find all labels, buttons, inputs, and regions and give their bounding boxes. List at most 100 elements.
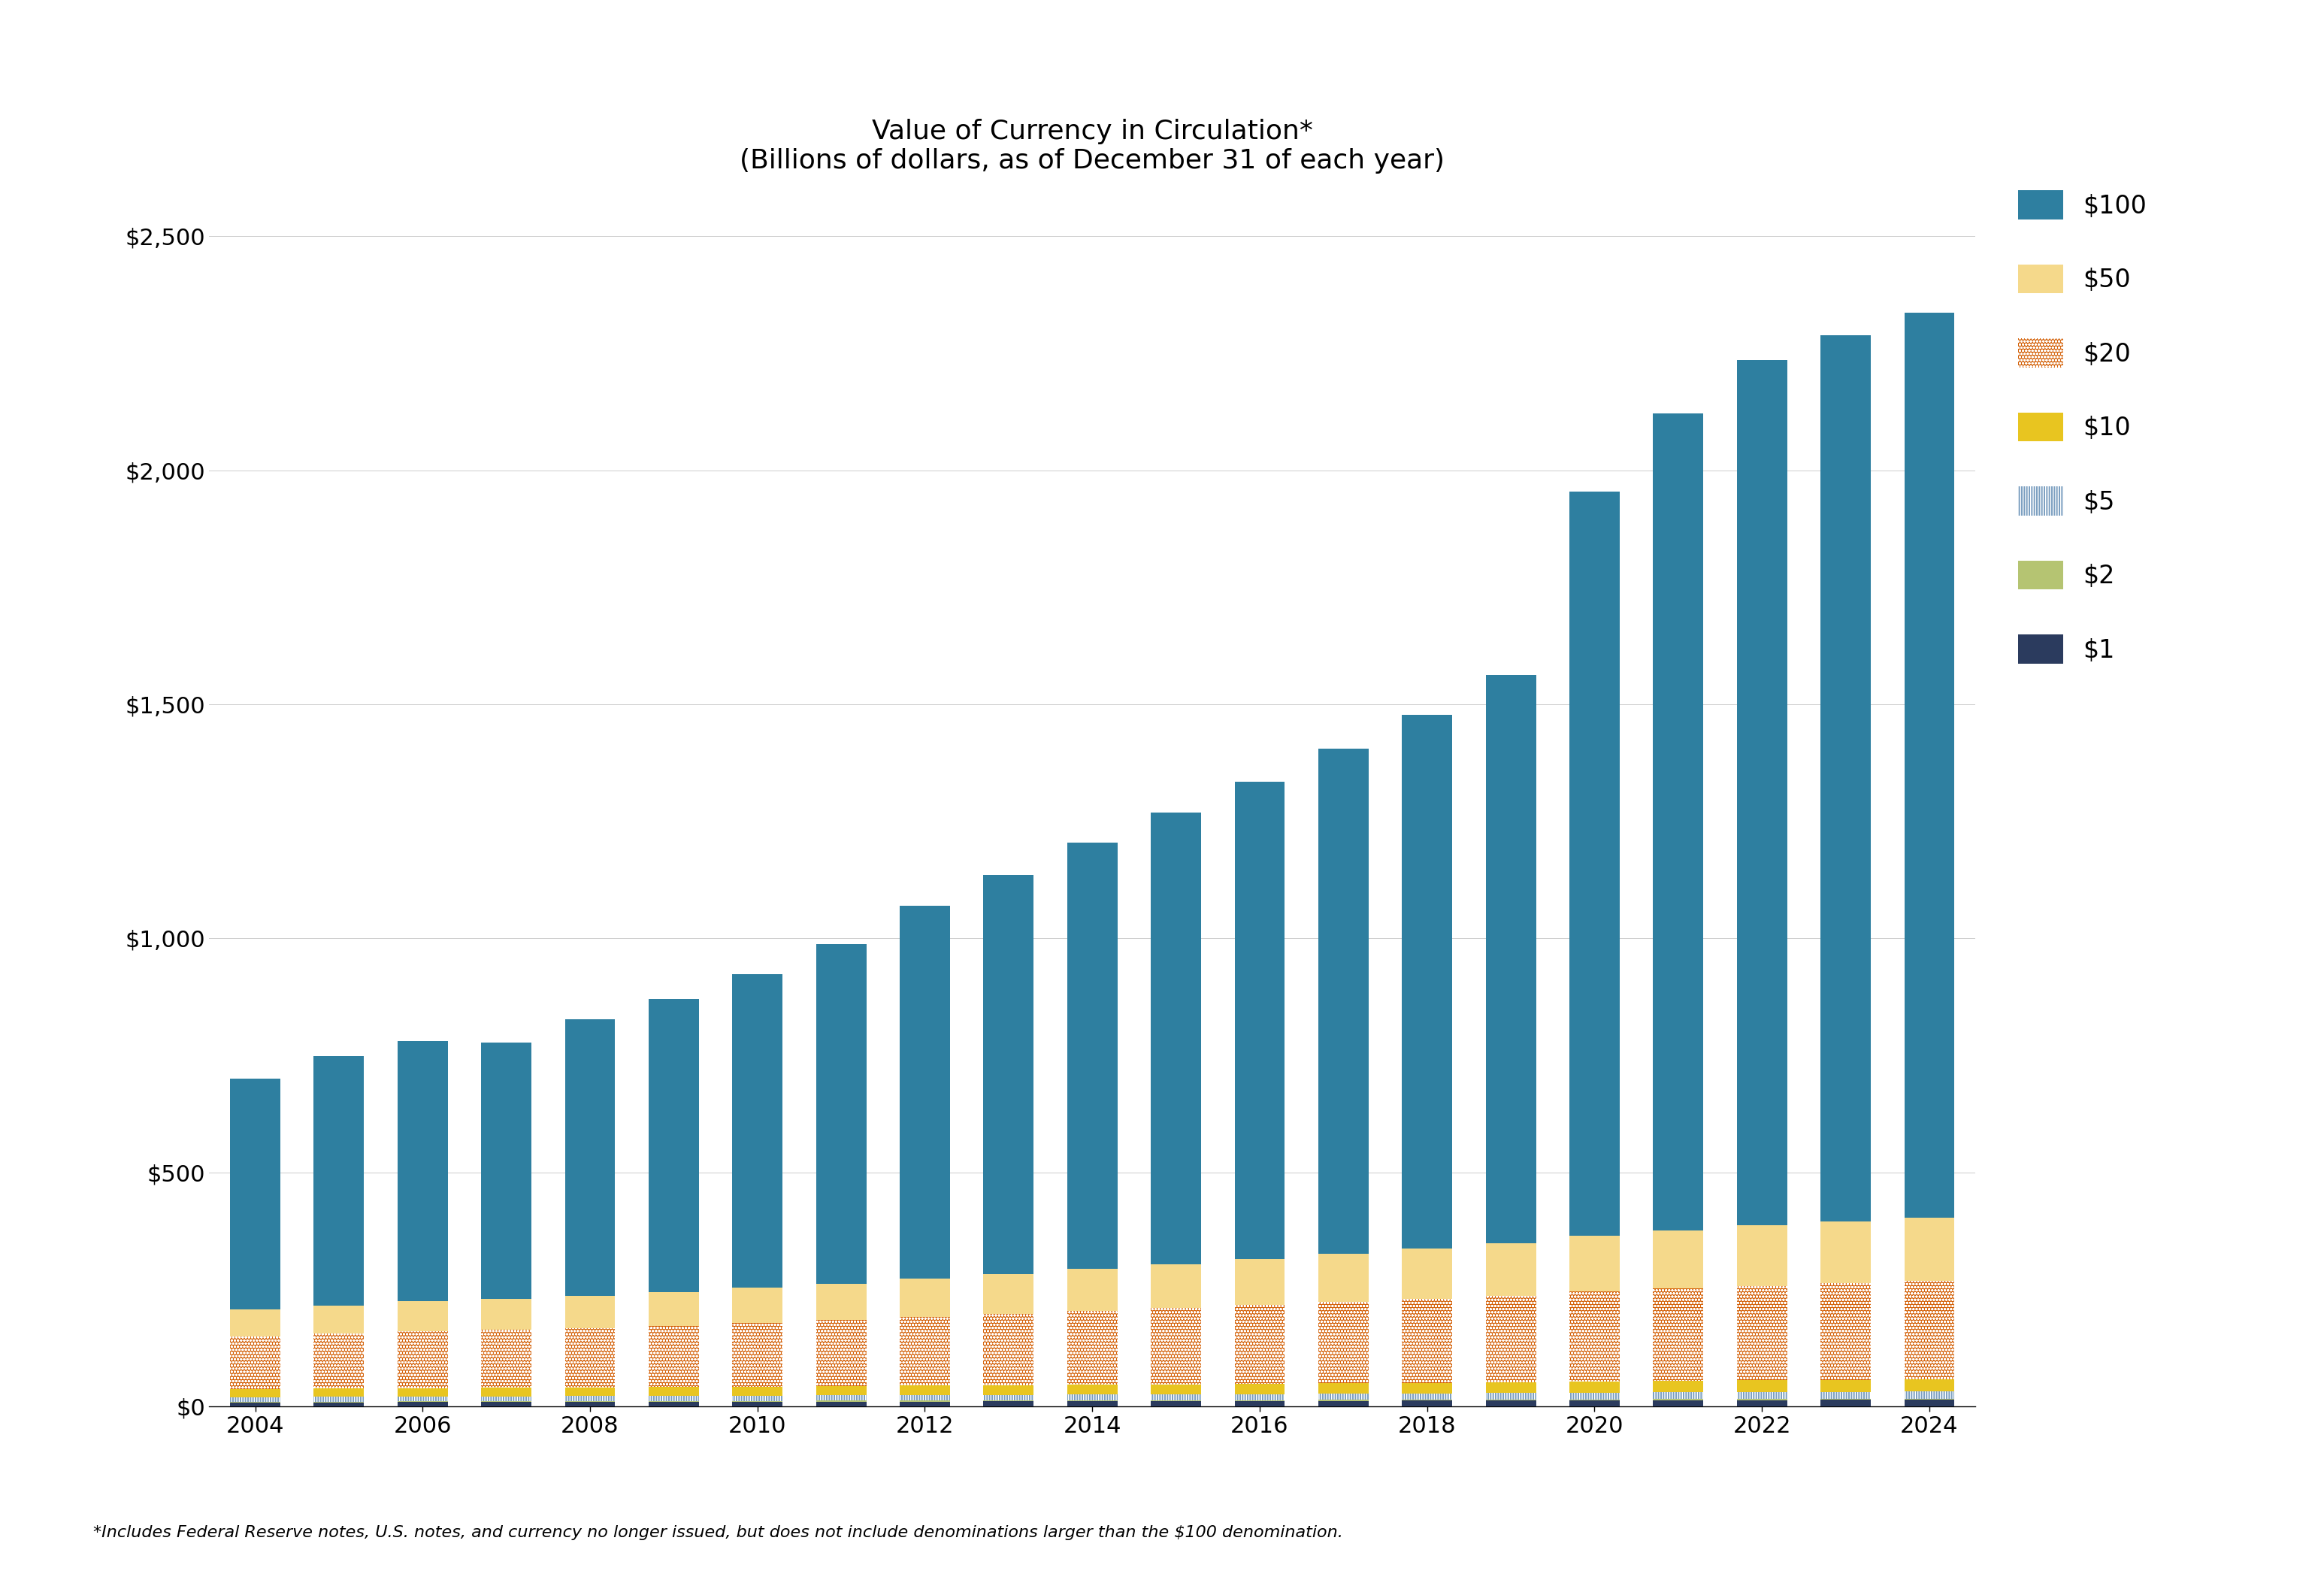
Bar: [314, 1389, 365, 1397]
Bar: [983, 1395, 1034, 1400]
Bar: [1318, 1394, 1369, 1400]
Bar: [1318, 749, 1369, 1255]
Bar: [230, 1389, 281, 1397]
Bar: [1820, 1379, 1871, 1392]
Bar: [1820, 1392, 1871, 1398]
Title: Value of Currency in Circulation*
(Billions of dollars, as of December 31 of eac: Value of Currency in Circulation* (Billi…: [739, 118, 1446, 174]
Bar: [816, 943, 867, 1283]
Legend: $100, $50, $20, $10, $5, $2, $1: $100, $50, $20, $10, $5, $2, $1: [2006, 179, 2159, 676]
Bar: [732, 1395, 783, 1401]
Bar: [397, 1389, 449, 1397]
Bar: [648, 1387, 700, 1397]
Bar: [732, 1387, 783, 1395]
Bar: [1067, 1384, 1118, 1395]
Bar: [1401, 716, 1452, 1248]
Bar: [1234, 1394, 1285, 1400]
Bar: [1318, 1401, 1369, 1406]
Bar: [1736, 1392, 1787, 1398]
Bar: [1569, 1381, 1620, 1392]
Bar: [1234, 1384, 1285, 1394]
Bar: [816, 1395, 867, 1401]
Bar: [1234, 1305, 1285, 1384]
Bar: [1736, 1400, 1787, 1406]
Bar: [314, 1403, 365, 1406]
Bar: [1569, 1291, 1620, 1381]
Bar: [1067, 1401, 1118, 1406]
Bar: [1401, 1401, 1452, 1406]
Bar: [397, 1401, 449, 1406]
Bar: [1150, 812, 1202, 1264]
Bar: [983, 1315, 1034, 1386]
Bar: [1150, 1401, 1202, 1406]
Bar: [1485, 1296, 1536, 1382]
Bar: [648, 1326, 700, 1387]
Bar: [983, 1401, 1034, 1406]
Bar: [1652, 1400, 1703, 1406]
Bar: [1150, 1308, 1202, 1384]
Bar: [1652, 1231, 1703, 1289]
Bar: [1903, 1379, 1954, 1392]
Bar: [481, 1330, 532, 1387]
Bar: [1150, 1264, 1202, 1308]
Bar: [983, 875, 1034, 1273]
Bar: [983, 1273, 1034, 1315]
Bar: [1903, 1392, 1954, 1398]
Bar: [1150, 1395, 1202, 1400]
Bar: [1820, 1400, 1871, 1406]
Bar: [314, 1334, 365, 1389]
Bar: [1652, 1289, 1703, 1381]
Bar: [397, 1302, 449, 1332]
Bar: [899, 1278, 951, 1316]
Bar: [1485, 1243, 1536, 1296]
Bar: [230, 1397, 281, 1401]
Text: *Includes Federal Reserve notes, U.S. notes, and currency no longer issued, but : *Includes Federal Reserve notes, U.S. no…: [93, 1525, 1343, 1540]
Bar: [1401, 1382, 1452, 1394]
Bar: [1652, 414, 1703, 1231]
Bar: [816, 1319, 867, 1386]
Bar: [565, 1327, 616, 1387]
Bar: [1903, 1218, 1954, 1281]
Bar: [1903, 313, 1954, 1218]
Bar: [1485, 1400, 1536, 1406]
Bar: [1820, 1221, 1871, 1283]
Bar: [1903, 1400, 1954, 1406]
Bar: [648, 1292, 700, 1326]
Bar: [732, 1322, 783, 1387]
Bar: [230, 1079, 281, 1310]
Bar: [1234, 1401, 1285, 1406]
Bar: [1485, 1394, 1536, 1400]
Bar: [481, 1401, 532, 1406]
Bar: [1318, 1255, 1369, 1302]
Bar: [1485, 675, 1536, 1243]
Bar: [565, 1019, 616, 1296]
Bar: [314, 1057, 365, 1305]
Bar: [1318, 1382, 1369, 1394]
Bar: [1820, 1283, 1871, 1379]
Bar: [1903, 1281, 1954, 1379]
Bar: [481, 1397, 532, 1401]
Bar: [816, 1283, 867, 1319]
Bar: [1652, 1392, 1703, 1398]
Bar: [230, 1403, 281, 1406]
Bar: [1067, 842, 1118, 1269]
Bar: [1067, 1269, 1118, 1311]
Bar: [1067, 1311, 1118, 1384]
Bar: [648, 1397, 700, 1401]
Bar: [314, 1397, 365, 1401]
Bar: [314, 1305, 365, 1334]
Bar: [732, 975, 783, 1288]
Bar: [899, 1316, 951, 1386]
Bar: [397, 1332, 449, 1389]
Bar: [230, 1337, 281, 1389]
Bar: [565, 1401, 616, 1406]
Bar: [1569, 1400, 1620, 1406]
Bar: [1736, 1226, 1787, 1286]
Bar: [899, 1401, 951, 1406]
Bar: [481, 1043, 532, 1299]
Bar: [397, 1397, 449, 1401]
Bar: [1067, 1395, 1118, 1400]
Bar: [1485, 1382, 1536, 1394]
Bar: [481, 1299, 532, 1330]
Bar: [1652, 1381, 1703, 1392]
Bar: [732, 1401, 783, 1406]
